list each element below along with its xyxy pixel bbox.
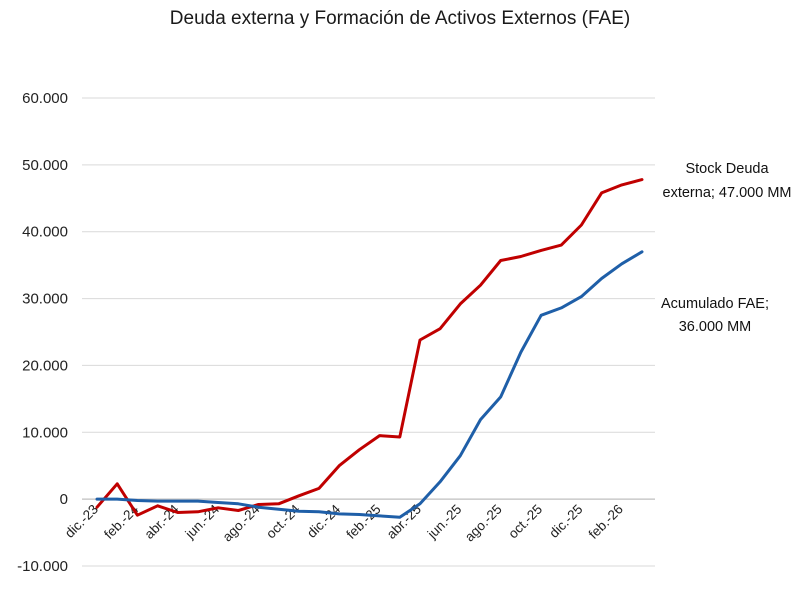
series-labels: Stock Deuda externa; 47.000 MM Acumulado F…	[661, 161, 791, 335]
x-tick-label: feb.-24	[101, 501, 142, 542]
x-tick-label: jun.-25	[424, 502, 465, 543]
y-tick-label: 50.000	[22, 157, 68, 174]
x-tick-label: feb.-26	[586, 502, 626, 542]
x-tick-label: ago.-25	[462, 502, 505, 545]
grid-lines	[82, 97, 655, 567]
y-axis-ticks: -10.000 0 10.000 20.000 30.000 40.000 50.000 60…	[17, 90, 68, 575]
y-tick-label: 30.000	[22, 291, 68, 308]
y-tick-label: 0	[60, 491, 68, 508]
series-label-deuda-externa: Stock Deuda	[685, 161, 769, 177]
series-line-deuda-externa	[95, 178, 644, 517]
x-tick-label: feb.-25	[343, 502, 383, 542]
y-tick-label: 60.000	[22, 90, 68, 107]
x-tick-label: dic.-25	[546, 502, 585, 541]
y-tick-label: -10.000	[17, 558, 68, 575]
chart-title: Deuda externa y Formación de Activos Ext…	[169, 8, 631, 29]
x-tick-label: oct.-25	[505, 502, 545, 542]
y-tick-label: 20.000	[22, 357, 68, 374]
series-label-fae: Acumulado FAE;	[661, 296, 769, 312]
y-tick-label: 40.000	[22, 224, 68, 241]
y-tick-label: 10.000	[22, 424, 68, 441]
series-lines	[95, 178, 644, 519]
x-tick-label: dic.-24	[304, 501, 344, 541]
series-label-fae: 36.000 MM	[679, 319, 752, 335]
series-label-deuda-externa: externa; 47.000 MM	[663, 185, 792, 201]
x-tick-label: abr.-25	[384, 502, 424, 542]
series-line-fae	[95, 250, 644, 519]
